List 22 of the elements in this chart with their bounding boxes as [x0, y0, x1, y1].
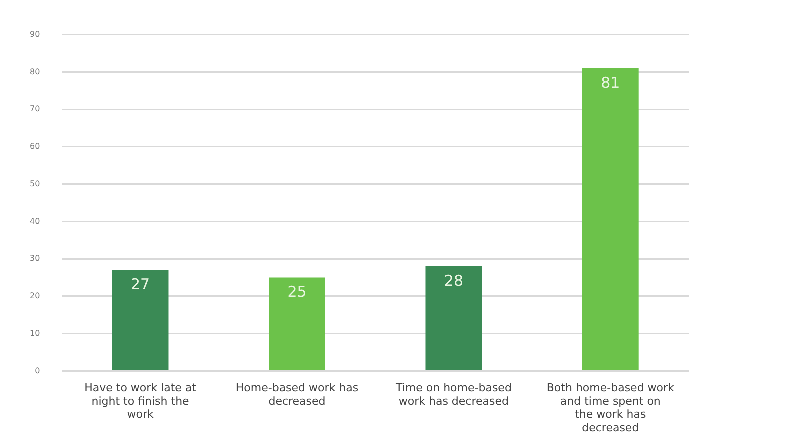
y-tick-label: 20: [30, 292, 40, 301]
x-tick-label: Have to work late at night to finish the work: [84, 382, 198, 422]
x-tick-label: Time on home-based work has decreased: [394, 382, 512, 408]
data-label: 27: [130, 276, 150, 294]
y-tick-label: 80: [30, 67, 40, 76]
y-tick-label: 10: [30, 328, 40, 338]
bar: [269, 278, 326, 370]
y-tick-label: 30: [30, 254, 40, 264]
bar: [112, 270, 169, 370]
bar: [426, 266, 482, 370]
bar: [582, 68, 639, 370]
y-tick-label: 50: [30, 179, 40, 188]
data-label: 28: [444, 272, 464, 290]
data-label: 25: [288, 283, 307, 302]
data-label: 81: [601, 74, 620, 92]
x-tick-label: Both home-based work and time spent on the work has decreased: [546, 382, 676, 434]
y-tick-label: 90: [30, 30, 40, 39]
y-tick-label: 70: [30, 104, 40, 114]
y-tick-label: 0: [35, 366, 40, 376]
x-tick-label: Home-based work has decreased: [236, 382, 359, 408]
y-tick-label: 60: [30, 142, 40, 152]
y-tick-label: 40: [30, 216, 40, 226]
